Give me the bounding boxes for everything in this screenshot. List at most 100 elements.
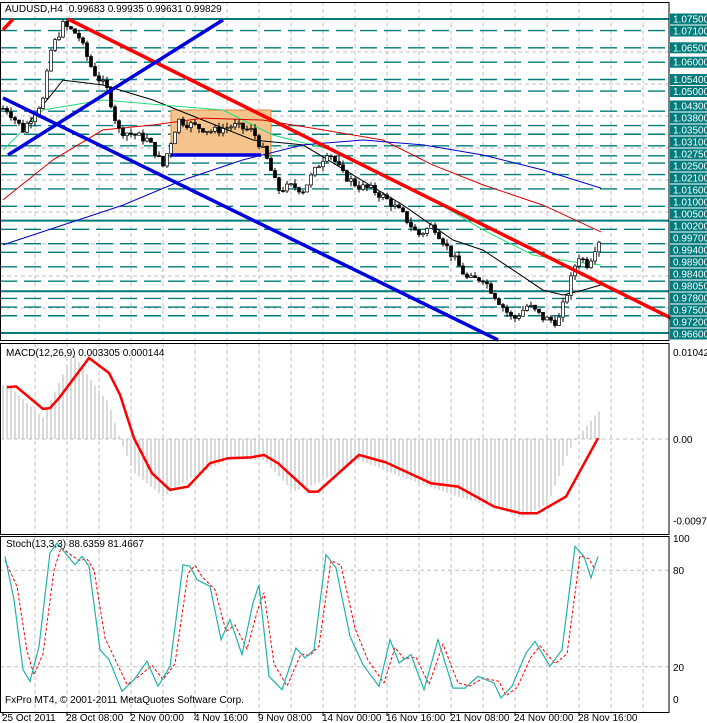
- x-axis-label: 14 Nov 00:00: [322, 713, 382, 723]
- price-label: 0.98900: [673, 258, 707, 269]
- candle-body: [449, 245, 453, 257]
- candle-body: [49, 49, 53, 72]
- stoch-axis-label: 0: [673, 695, 679, 706]
- candle-body: [405, 211, 409, 223]
- price-label: 1.07500: [673, 15, 707, 26]
- candle-body: [313, 166, 317, 176]
- candle-body: [465, 273, 469, 278]
- candle-body: [329, 155, 333, 158]
- candle-body: [249, 128, 253, 130]
- price-label-box: [670, 328, 707, 340]
- price-label-box: [670, 148, 707, 160]
- candle-body: [229, 126, 233, 129]
- candle-body: [413, 226, 417, 231]
- candle-body: [397, 204, 401, 209]
- price-label-box: [670, 74, 707, 86]
- candle-body: [93, 66, 97, 77]
- macd-panel[interactable]: [0, 356, 669, 518]
- price-label: 1.02100: [673, 174, 707, 185]
- candle-body: [401, 207, 405, 212]
- stoch-axis-label: 100: [673, 534, 690, 545]
- candle-body: [241, 122, 245, 130]
- price-label-box: [670, 292, 707, 304]
- candle-body: [221, 128, 225, 134]
- candle-body: [361, 184, 365, 190]
- macd-axis-label: 0.01042: [673, 348, 707, 359]
- price-label-box: [670, 124, 707, 136]
- price-label-box: [670, 196, 707, 208]
- x-axis-label: 16 Nov 16:00: [386, 713, 446, 723]
- candle-body: [45, 70, 49, 99]
- panel-frame: [0, 2, 670, 341]
- candle-body: [345, 170, 349, 182]
- price-label: 1.04300: [673, 102, 707, 113]
- candle-body: [121, 127, 125, 136]
- x-axis-label: 9 Nov 08:00: [258, 713, 312, 723]
- candle-body: [505, 307, 509, 313]
- candle-body: [109, 87, 113, 108]
- candle-body: [193, 122, 197, 125]
- candle-body: [89, 56, 93, 67]
- candle-body: [9, 111, 13, 119]
- candle-body: [417, 229, 421, 236]
- panel-frame: [0, 536, 670, 713]
- price-label: 1.06000: [673, 58, 707, 69]
- stochastic-panel[interactable]: [0, 542, 669, 700]
- candle-body: [73, 28, 77, 34]
- price-label-box: [670, 86, 707, 98]
- candle-body: [469, 275, 473, 278]
- candle-body: [125, 132, 129, 136]
- chart-ohlc: 0.99683 0.99935 0.99631 0.99829: [69, 4, 222, 15]
- candle-body: [5, 108, 9, 113]
- candle-body: [53, 39, 57, 51]
- candle-body: [113, 106, 117, 122]
- x-axis-label: 28 Nov 16:00: [578, 713, 638, 723]
- candle-body: [201, 128, 205, 133]
- price-label-box: [670, 244, 707, 256]
- candle-body: [481, 280, 485, 283]
- candle-body: [129, 132, 133, 135]
- candle-body: [429, 224, 433, 229]
- candle-body: [341, 164, 345, 172]
- candle-body: [213, 126, 217, 132]
- candle-body: [69, 26, 73, 30]
- candle-body: [41, 97, 45, 109]
- candle-body: [61, 21, 65, 38]
- candle-body: [337, 161, 341, 166]
- candle-body: [473, 275, 477, 278]
- price-label: 1.02750: [673, 150, 707, 161]
- price-label-box: [670, 208, 707, 220]
- price-label: 1.00500: [673, 210, 707, 221]
- candle-body: [257, 135, 261, 148]
- candle-body: [489, 283, 493, 294]
- candle-body: [245, 128, 249, 131]
- trendline: [7, 18, 224, 157]
- price-label: 1.05400: [673, 75, 707, 86]
- moving-average-line: [22, 79, 602, 296]
- candle-body: [185, 124, 189, 128]
- x-axis-label: 2 Nov 00:00: [130, 713, 184, 723]
- price-panel[interactable]: [1, 17, 672, 342]
- candle-body: [441, 238, 445, 245]
- candle-body: [309, 174, 313, 186]
- candle-body: [173, 131, 177, 145]
- candle-body: [285, 183, 289, 192]
- price-label: 1.02500: [673, 162, 707, 173]
- price-label: 1.01000: [673, 198, 707, 209]
- price-label: 1.03100: [673, 138, 707, 149]
- price-label-box: [670, 160, 707, 172]
- candle-body: [501, 304, 505, 308]
- candle-body: [265, 145, 269, 159]
- candle-body: [373, 185, 377, 194]
- price-label-box: [670, 112, 707, 124]
- stoch-title: Stoch(13,3,3) 88.6359 81.4667: [6, 539, 144, 550]
- macd-title: MACD(12,26,9) 0.003305 0.000144: [6, 348, 165, 359]
- candle-body: [165, 153, 169, 167]
- candle-body: [57, 36, 61, 41]
- candle-body: [105, 79, 109, 88]
- trendline: [67, 17, 672, 320]
- candle-body: [381, 194, 385, 198]
- candle-body: [321, 160, 325, 168]
- price-label: 1.06500: [673, 43, 707, 54]
